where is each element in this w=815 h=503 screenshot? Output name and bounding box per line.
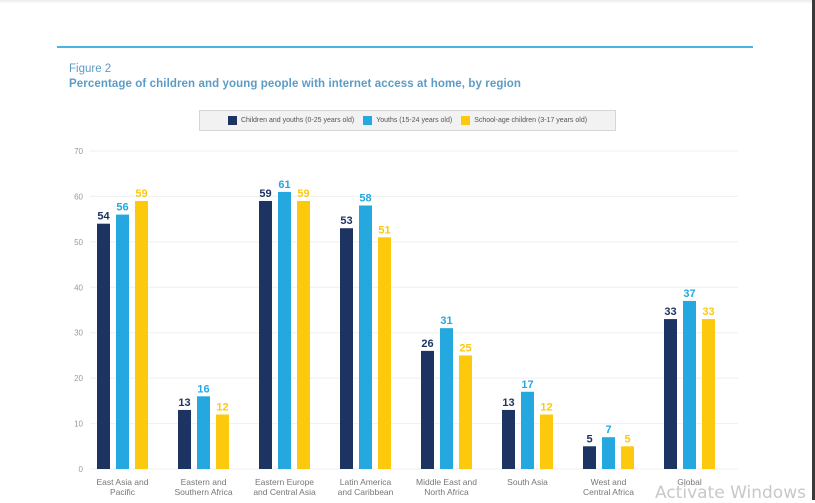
bar	[378, 237, 391, 469]
bar	[621, 446, 634, 469]
x-tick-label: East Asia and	[97, 477, 149, 487]
bar	[664, 319, 677, 469]
y-tick-label: 40	[74, 283, 83, 292]
data-label: 16	[197, 383, 209, 395]
data-label: 31	[440, 315, 452, 327]
bar	[297, 200, 310, 469]
chart-legend: Children and youths (0-25 years old) You…	[199, 110, 616, 131]
data-label: 12	[540, 401, 552, 413]
bar	[116, 214, 129, 469]
data-label: 5	[586, 433, 592, 445]
data-label: 12	[216, 401, 228, 413]
legend-item-children-youths: Children and youths (0-25 years old)	[227, 116, 355, 125]
y-tick-label: 0	[79, 465, 84, 474]
data-label: 59	[135, 188, 147, 200]
data-label: 5	[624, 433, 630, 445]
data-label: 26	[421, 338, 433, 350]
x-tick-label: Middle East and	[416, 477, 477, 487]
bar	[216, 414, 229, 469]
bar	[259, 200, 272, 469]
x-tick-label: Global	[677, 477, 702, 487]
legend-item-youths: Youths (15-24 years old)	[363, 116, 452, 125]
x-tick-label: Eastern and	[181, 477, 227, 487]
data-label: 54	[97, 211, 110, 223]
bar	[702, 319, 715, 469]
data-label: 59	[259, 188, 271, 200]
bar	[197, 396, 210, 469]
header-rule	[57, 46, 753, 48]
data-label: 33	[702, 306, 714, 318]
legend-swatch-children-youths	[227, 116, 237, 125]
bar	[421, 350, 434, 469]
window-top-edge	[0, 0, 815, 4]
x-tick-label: and Central Asia	[253, 487, 316, 497]
data-label: 58	[359, 193, 371, 205]
y-tick-label: 10	[74, 420, 83, 429]
x-tick-label: West and	[591, 477, 627, 487]
bar	[521, 391, 534, 469]
data-label: 7	[605, 424, 611, 436]
data-label: 17	[521, 379, 533, 391]
bar	[683, 300, 696, 469]
bar	[97, 223, 110, 469]
data-label: 13	[178, 397, 190, 409]
bar	[583, 446, 596, 469]
data-label: 51	[378, 224, 390, 236]
figure-label: Figure 2	[69, 63, 112, 75]
x-tick-label: Southern Africa	[174, 487, 232, 497]
x-tick-label: Latin America	[340, 477, 392, 487]
y-tick-label: 70	[74, 147, 83, 156]
data-label: 53	[340, 215, 352, 227]
legend-label: Youths (15-24 years old)	[376, 117, 453, 124]
legend-swatch-youths	[363, 116, 373, 125]
data-label: 33	[664, 306, 676, 318]
bar	[502, 409, 515, 469]
y-tick-label: 20	[74, 374, 83, 383]
bar	[135, 200, 148, 469]
data-label: 61	[278, 179, 290, 191]
bar	[278, 191, 291, 469]
bar	[602, 437, 615, 469]
activate-windows-watermark: Activate Windows	[655, 483, 806, 503]
x-tick-label: Pacific	[110, 487, 136, 497]
bar	[340, 228, 353, 469]
legend-label: Children and youths (0-25 years old)	[240, 117, 355, 124]
x-tick-label: and Caribbean	[338, 487, 394, 497]
bar	[359, 205, 372, 469]
window-right-border	[812, 0, 815, 500]
bar	[540, 414, 553, 469]
legend-swatch-school-age	[461, 116, 471, 125]
y-tick-label: 50	[74, 238, 83, 247]
legend-item-school-age: School-age children (3-17 years old)	[461, 116, 587, 125]
bar	[178, 409, 191, 469]
data-label: 25	[459, 342, 471, 354]
bar	[459, 355, 472, 469]
x-tick-label: North Africa	[424, 487, 469, 497]
data-label: 13	[502, 397, 514, 409]
y-tick-label: 60	[74, 192, 83, 201]
bar	[440, 328, 453, 469]
data-label: 56	[116, 202, 128, 214]
legend-label: School-age children (3-17 years old)	[474, 117, 588, 124]
figure-title: Percentage of children and young people …	[69, 78, 522, 90]
data-label: 59	[297, 188, 309, 200]
x-tick-label: Eastern Europe	[255, 477, 314, 487]
y-tick-label: 30	[74, 329, 83, 338]
x-tick-label: South Asia	[507, 477, 548, 487]
data-label: 37	[683, 288, 695, 300]
x-tick-label: Central Africa	[583, 487, 634, 497]
